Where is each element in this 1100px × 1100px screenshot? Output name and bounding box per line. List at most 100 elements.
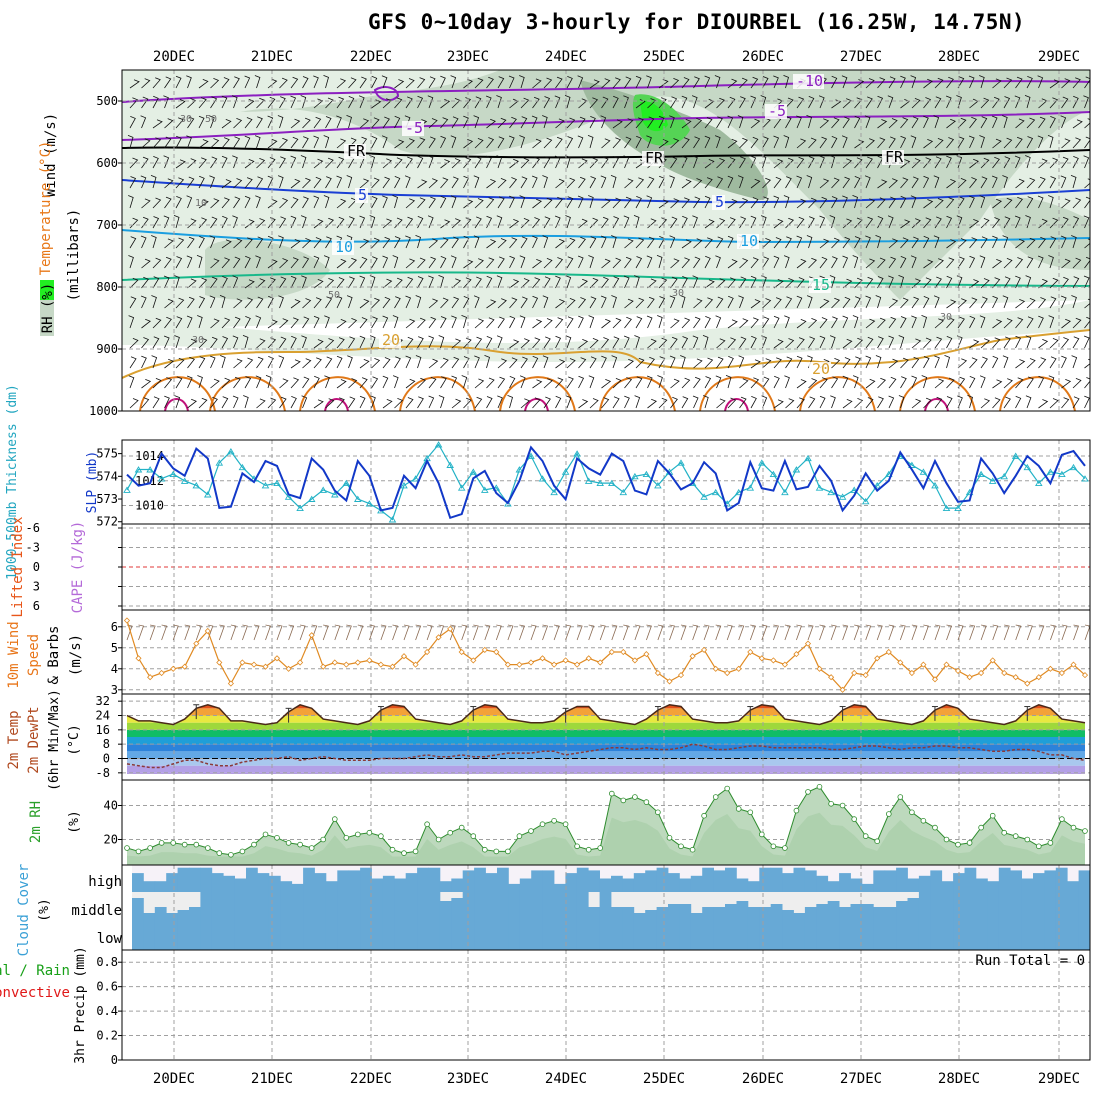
- wind-barb: [785, 236, 792, 249]
- wind-barb: [198, 356, 206, 369]
- cloud-cell: [725, 922, 737, 950]
- wind-barb: [1026, 298, 1036, 309]
- wind-barb: [911, 236, 919, 249]
- wind10-barb: [784, 624, 791, 641]
- wind-barb: [727, 138, 738, 149]
- cloud-cell: [257, 922, 270, 950]
- wind-barb: [325, 157, 334, 169]
- thickness-point: [792, 466, 801, 473]
- wind-barb: [773, 297, 782, 309]
- wind-barb: [969, 237, 978, 249]
- cloud-cell: [531, 892, 543, 922]
- wind-barb: [244, 279, 255, 289]
- dewpoint-line: [126, 743, 1086, 769]
- wind-barb: [979, 375, 986, 389]
- wind-barb: [278, 355, 285, 369]
- wind-barb: [186, 135, 192, 149]
- wind-barb: [1083, 215, 1090, 229]
- wind-barb: [1072, 137, 1082, 149]
- wind10-point: [262, 663, 269, 670]
- wind-barb: [750, 178, 761, 189]
- wind10-barb: [380, 624, 387, 641]
- wind-barb: [934, 138, 944, 149]
- wind-barb: [623, 95, 629, 109]
- rh-point: [1024, 836, 1031, 843]
- wind-barb: [486, 257, 495, 269]
- wind-barb: [704, 297, 714, 309]
- wind-barb: [474, 378, 485, 389]
- wind-barb: [647, 176, 655, 189]
- wind-barb: [1038, 236, 1046, 249]
- wind-barb: [242, 335, 249, 349]
- wind-barb: [933, 175, 940, 189]
- wind-barb: [692, 395, 699, 409]
- wind-barb: [520, 296, 528, 309]
- wind10-point: [897, 659, 904, 666]
- rh-point: [712, 794, 719, 800]
- cloud-cell: [542, 922, 555, 950]
- t-5-line: [122, 179, 1090, 204]
- wind-barb: [325, 116, 332, 129]
- wind-barb: [394, 115, 401, 129]
- wind-barb: [946, 275, 953, 289]
- wind10-barb: [276, 624, 283, 641]
- wind-barb: [934, 336, 943, 349]
- rh-point: [805, 789, 811, 795]
- wind10-point: [920, 661, 927, 668]
- cloud-cell: [303, 867, 315, 892]
- wind-barb: [461, 315, 467, 329]
- lifted-index-axis-label: Lifted Index: [10, 516, 26, 617]
- wind-barb: [1015, 317, 1024, 329]
- cloud-cell: [474, 892, 486, 922]
- wind-barb: [739, 336, 747, 349]
- wind-barb: [750, 257, 759, 269]
- wind10-barb: [1015, 624, 1022, 641]
- wind-barb: [808, 197, 817, 209]
- wind-barb: [440, 117, 449, 129]
- cloud-cell: [873, 870, 886, 892]
- rh-point: [1036, 843, 1042, 850]
- rh-point: [978, 824, 984, 831]
- wind-barb: [957, 298, 967, 309]
- wind-barb: [612, 396, 620, 409]
- wind-barb: [440, 256, 447, 269]
- wind-barb: [1015, 335, 1022, 349]
- wind-barb: [934, 318, 945, 329]
- wind-barb: [210, 378, 220, 389]
- wind-barb: [898, 335, 905, 349]
- wind-barb: [750, 359, 761, 369]
- cloud-cell: [325, 922, 338, 950]
- cloud-cell: [804, 870, 817, 892]
- cloud-cell: [348, 892, 361, 922]
- thickness-point: [538, 475, 547, 482]
- wind-barb: [440, 376, 447, 389]
- wind-barb: [854, 236, 861, 249]
- wind-barb: [371, 196, 378, 209]
- wind-barb: [152, 119, 163, 129]
- wind-barb: [451, 296, 460, 309]
- wind-barb: [911, 315, 917, 329]
- wind-barb: [670, 258, 680, 269]
- upper-air-frame: [121, 69, 1091, 412]
- thickness-tick-label: 575: [96, 447, 118, 461]
- wind-barb: [279, 396, 287, 409]
- thickness-point: [838, 493, 847, 500]
- wind-barb: [405, 156, 413, 169]
- thickness-point: [365, 500, 374, 507]
- wind-barb: [946, 317, 955, 329]
- wind-barb: [254, 75, 261, 89]
- rh-contour-label: 10: [195, 198, 207, 209]
- wind-barb: [394, 296, 401, 309]
- temperature-band: [127, 758, 1085, 766]
- wind-barb: [750, 275, 757, 289]
- wind-barb: [750, 335, 757, 349]
- wind-barb: [1015, 299, 1026, 309]
- wind10-barb: [230, 624, 237, 641]
- day-label-bottom: 24DEC: [545, 1071, 587, 1087]
- precip-tick-label: 0.2: [96, 1029, 118, 1043]
- wind-barb: [542, 175, 548, 189]
- temperature-contour-label: -5: [768, 102, 786, 120]
- wind-barb: [566, 376, 574, 389]
- rh-point: [862, 833, 869, 839]
- wind-barb: [946, 155, 952, 169]
